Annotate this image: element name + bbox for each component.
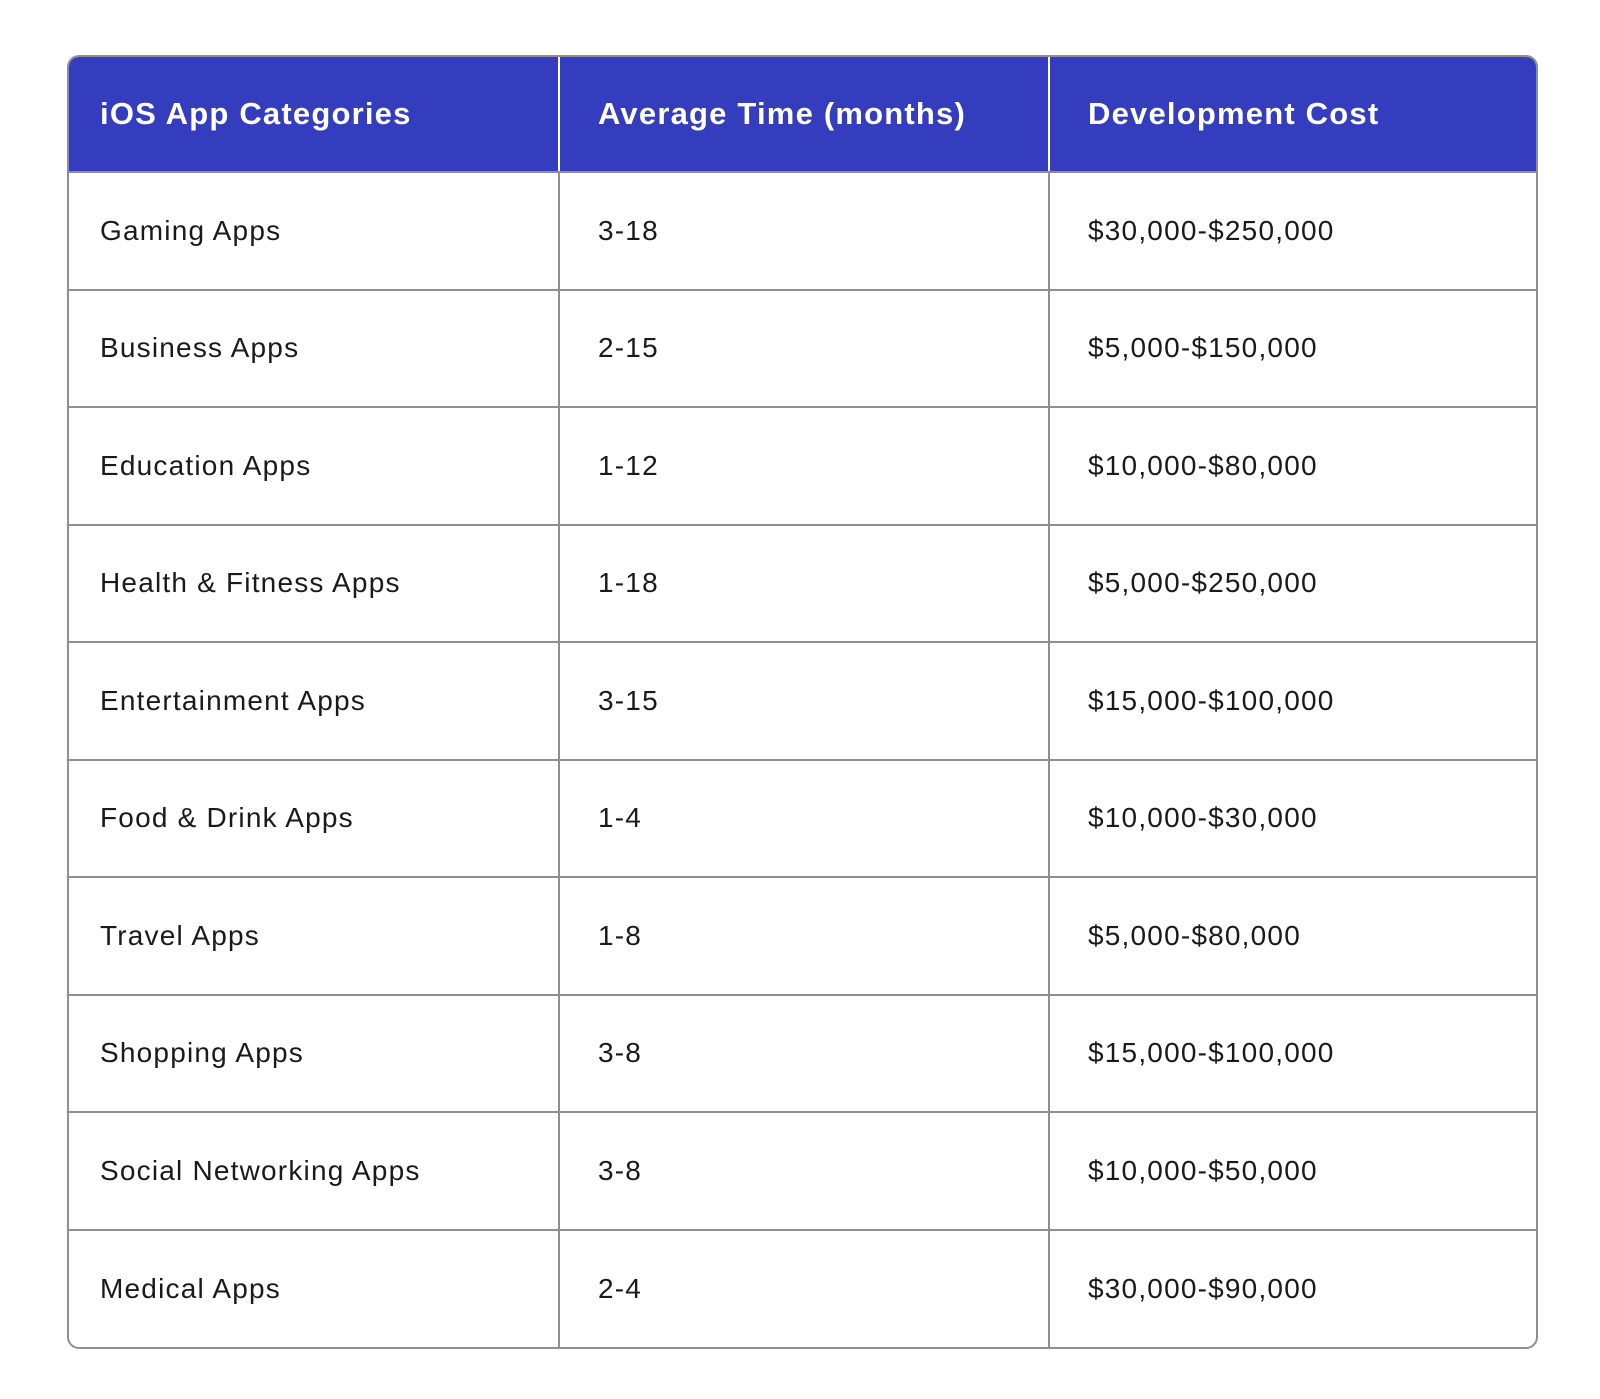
table-body: Gaming Apps 3-18 $30,000-$250,000 Busine…	[69, 172, 1536, 1347]
table-row: Food & Drink Apps 1-4 $10,000-$30,000	[69, 759, 1536, 878]
cell-category: Business Apps	[69, 289, 560, 408]
cell-average-time: 2-15	[559, 289, 1050, 408]
table-row: Health & Fitness Apps 1-18 $5,000-$250,0…	[69, 524, 1536, 643]
cell-development-cost: $5,000-$80,000	[1049, 877, 1536, 996]
cell-development-cost: $10,000-$80,000	[1049, 407, 1536, 526]
cell-development-cost: $30,000-$250,000	[1049, 172, 1536, 291]
table-row: Social Networking Apps 3-8 $10,000-$50,0…	[69, 1112, 1536, 1231]
cell-average-time: 1-18	[559, 524, 1050, 643]
cell-average-time: 3-8	[559, 994, 1050, 1113]
cell-average-time: 1-4	[559, 759, 1050, 878]
table-row: Gaming Apps 3-18 $30,000-$250,000	[69, 172, 1536, 291]
cost-table-container: iOS App Categories Average Time (months)…	[67, 55, 1538, 1349]
cell-development-cost: $15,000-$100,000	[1049, 994, 1536, 1113]
cell-category: Shopping Apps	[69, 994, 560, 1113]
header-category: iOS App Categories	[69, 57, 560, 173]
cell-category: Social Networking Apps	[69, 1112, 560, 1231]
cell-development-cost: $15,000-$100,000	[1049, 642, 1536, 761]
cell-average-time: 3-8	[559, 1112, 1050, 1231]
cell-average-time: 3-18	[559, 172, 1050, 291]
table-row: Shopping Apps 3-8 $15,000-$100,000	[69, 994, 1536, 1113]
cell-category: Travel Apps	[69, 877, 560, 996]
cost-table: iOS App Categories Average Time (months)…	[69, 57, 1536, 1347]
table-row: Entertainment Apps 3-15 $15,000-$100,000	[69, 642, 1536, 761]
header-development-cost: Development Cost	[1049, 57, 1536, 173]
cell-development-cost: $5,000-$250,000	[1049, 524, 1536, 643]
cell-category: Medical Apps	[69, 1229, 560, 1347]
table-row: Medical Apps 2-4 $30,000-$90,000	[69, 1229, 1536, 1347]
table-row: Travel Apps 1-8 $5,000-$80,000	[69, 877, 1536, 996]
cell-category: Education Apps	[69, 407, 560, 526]
table-header: iOS App Categories Average Time (months)…	[69, 57, 1536, 173]
table-row: Education Apps 1-12 $10,000-$80,000	[69, 407, 1536, 526]
cell-development-cost: $10,000-$30,000	[1049, 759, 1536, 878]
cell-average-time: 3-15	[559, 642, 1050, 761]
table-row: Business Apps 2-15 $5,000-$150,000	[69, 289, 1536, 408]
cell-development-cost: $30,000-$90,000	[1088, 1272, 1318, 1304]
cell-development-cost: $5,000-$150,000	[1049, 289, 1536, 408]
cell-development-cost: $10,000-$50,000	[1049, 1112, 1536, 1231]
header-row: iOS App Categories Average Time (months)…	[69, 57, 1536, 173]
cell-category: Health & Fitness Apps	[69, 524, 560, 643]
header-average-time: Average Time (months)	[559, 57, 1050, 173]
cell-average-time: 1-12	[559, 407, 1050, 526]
cell-category: Entertainment Apps	[69, 642, 560, 761]
cell-category: Gaming Apps	[69, 172, 560, 291]
cell-average-time: 1-8	[559, 877, 1050, 996]
cell-category: Food & Drink Apps	[69, 759, 560, 878]
cell-average-time: 2-4	[559, 1229, 1050, 1347]
